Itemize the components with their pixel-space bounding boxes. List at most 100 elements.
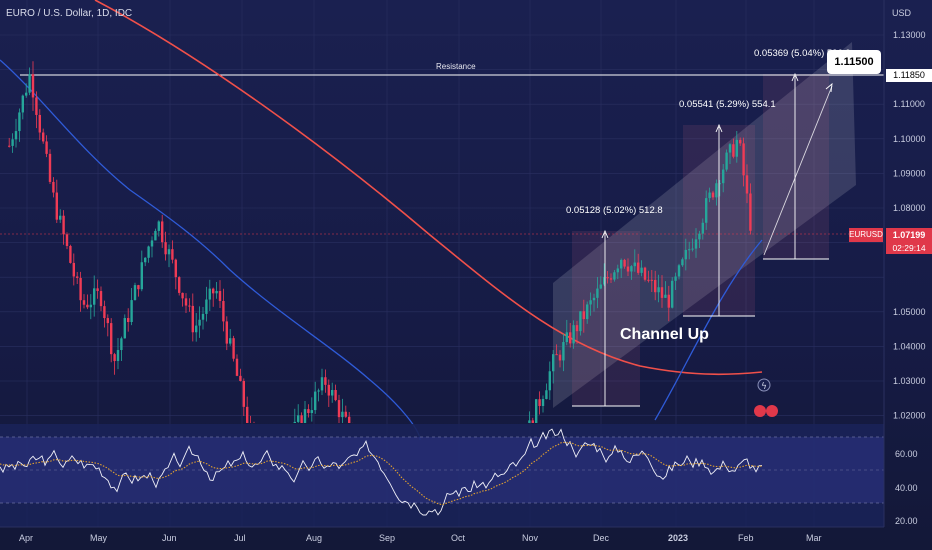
candle-body	[344, 411, 347, 417]
candle-body	[552, 354, 555, 372]
candle-body	[677, 265, 681, 277]
candle-body	[616, 268, 619, 273]
candle-body	[164, 242, 167, 255]
price-axis[interactable]: 1.130001.110001.100001.090001.080001.070…	[893, 30, 926, 421]
candle-body	[337, 400, 341, 418]
candle-body	[331, 389, 334, 396]
candle-body	[72, 262, 75, 277]
candle-body	[171, 249, 174, 260]
candle-body	[106, 318, 109, 324]
price-tick: 1.09000	[893, 168, 926, 178]
candle-body	[205, 299, 208, 314]
candle-body	[235, 358, 239, 376]
candle-body	[548, 371, 551, 391]
candle-body	[341, 411, 344, 418]
candle-body	[725, 152, 728, 170]
price-tick: 1.03000	[893, 376, 926, 386]
resistance-label: Resistance	[436, 62, 476, 71]
candle-body	[609, 278, 613, 280]
candle-body	[157, 221, 160, 231]
candle-body	[82, 300, 86, 305]
candle-body	[188, 305, 191, 307]
candle-body	[650, 279, 653, 281]
time-tick: Apr	[19, 533, 33, 543]
candle-body	[130, 300, 133, 323]
bar-countdown: 02:29:14	[886, 242, 932, 254]
candle-body	[140, 262, 143, 290]
candle-body	[113, 354, 116, 362]
time-tick: Aug	[306, 533, 322, 543]
candle-body	[620, 259, 623, 269]
candle-body	[25, 92, 28, 96]
time-tick: May	[90, 533, 108, 543]
candle-body	[116, 350, 120, 362]
candle-body	[201, 313, 205, 320]
candle-body	[242, 380, 245, 407]
candle-body	[732, 144, 735, 157]
candle-body	[562, 342, 565, 361]
candle-body	[229, 338, 232, 344]
candle-body	[137, 285, 140, 290]
candle-body	[711, 192, 715, 198]
candle-body	[89, 304, 92, 308]
candle-body	[55, 192, 58, 220]
candle-body	[208, 288, 211, 300]
candle-body	[307, 409, 310, 414]
resistance-price-tag: 1.11850	[886, 69, 932, 82]
rsi-axis[interactable]: 60.00 40.00 20.00	[895, 449, 918, 526]
candle-body	[348, 416, 351, 423]
price-tick: 1.11000	[893, 99, 925, 109]
candles	[8, 61, 752, 423]
candle-body	[742, 143, 745, 176]
candle-body	[572, 325, 575, 344]
candle-body	[327, 384, 330, 396]
candle-body	[681, 259, 684, 266]
candle-body	[62, 215, 65, 235]
candle-body	[191, 305, 194, 333]
lightning-icon[interactable]	[757, 378, 771, 392]
rsi-tick: 20.00	[895, 516, 918, 526]
symbol-title[interactable]: EURO / U.S. Dollar, 1D, IDC	[6, 8, 133, 19]
candle-body	[575, 325, 579, 332]
candle-body	[178, 277, 181, 293]
candle-body	[633, 262, 636, 267]
candle-body	[626, 266, 630, 272]
rsi-line	[0, 428, 763, 516]
candle-body	[42, 132, 45, 142]
candle-body	[303, 409, 307, 423]
channel-up-label: Channel Up	[620, 326, 709, 343]
time-tick: Mar	[806, 533, 822, 543]
candle-body	[535, 399, 538, 423]
candle-body	[654, 279, 657, 293]
candle-body	[239, 375, 242, 381]
eu-event-icon[interactable]	[766, 405, 778, 417]
ma-200-line	[94, 0, 763, 376]
candle-body	[541, 398, 545, 406]
price-tick: 1.05000	[893, 307, 926, 317]
candle-body	[630, 266, 633, 272]
candle-body	[555, 354, 558, 356]
candle-body	[606, 277, 609, 279]
price-tick: 1.13000	[893, 30, 926, 40]
price-tick: 1.10000	[893, 134, 926, 144]
candle-body	[215, 291, 218, 294]
leg2-label: 0.05541 (5.29%) 554.1	[679, 99, 776, 110]
channel-up-shape	[553, 42, 856, 408]
candle-body	[181, 292, 184, 299]
candle-body	[334, 389, 337, 401]
candle-body	[133, 285, 137, 301]
target-price-box[interactable]: 1.11500	[827, 50, 881, 74]
time-axis[interactable]: Apr May Jun Jul Aug Sep Oct Nov Dec 2023 Feb Mar	[19, 533, 822, 543]
candle-body	[69, 245, 72, 263]
us-event-icon[interactable]	[754, 405, 766, 417]
candle-body	[147, 246, 150, 258]
currency-label: USD	[892, 8, 912, 18]
candle-body	[694, 239, 698, 249]
candle-body	[640, 267, 643, 273]
candle-body	[613, 272, 616, 280]
candle-body	[246, 406, 249, 423]
candle-body	[715, 183, 718, 198]
time-tick: Jul	[234, 533, 246, 543]
candle-body	[65, 234, 69, 246]
